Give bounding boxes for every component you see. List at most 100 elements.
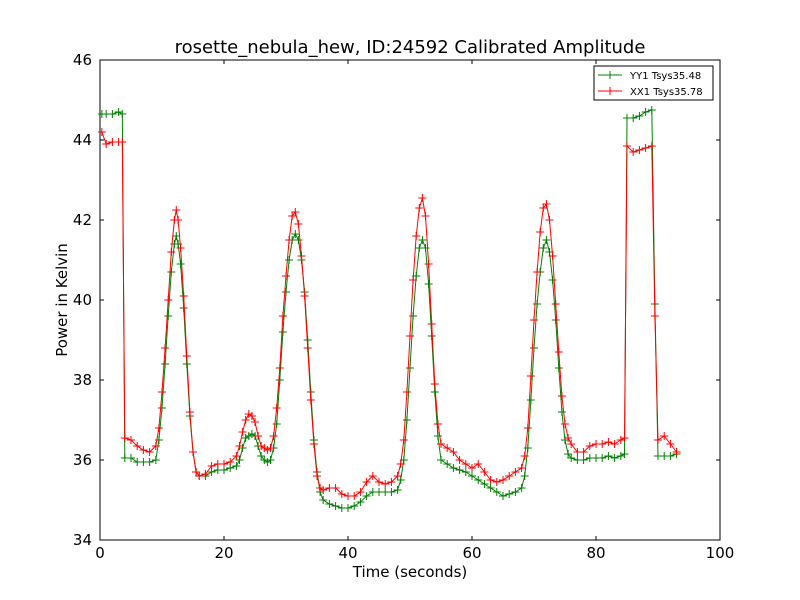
data-point <box>433 432 442 440</box>
data-point <box>220 460 228 468</box>
data-point <box>449 448 458 456</box>
data-point <box>303 344 312 352</box>
data-point <box>505 490 514 498</box>
data-point <box>396 460 405 468</box>
data-point <box>272 404 281 412</box>
data-point <box>282 288 290 296</box>
plot-frame <box>99 59 721 541</box>
data-point <box>393 472 402 480</box>
data-point <box>620 434 629 442</box>
data-point <box>266 444 275 452</box>
legend: YY1 Tsys35.48 XX1 Tsys35.78 <box>593 65 714 101</box>
data-point <box>567 440 576 448</box>
data-point <box>285 256 294 264</box>
y-tick-label: 44 <box>73 131 92 149</box>
data-point <box>585 442 594 450</box>
data-point <box>443 460 452 468</box>
data-point <box>564 434 573 442</box>
data-point <box>666 440 675 448</box>
data-point <box>189 448 197 456</box>
data-point <box>158 404 166 412</box>
data-point <box>350 492 359 500</box>
data-point <box>182 352 191 360</box>
data-point <box>172 232 181 240</box>
data-point <box>174 216 183 224</box>
data-point <box>654 436 662 444</box>
data-point <box>232 452 241 460</box>
data-point <box>455 456 464 464</box>
data-point <box>542 236 551 244</box>
data-point <box>402 416 411 424</box>
data-point <box>641 108 650 116</box>
legend-entry: YY1 Tsys35.48 <box>598 71 701 82</box>
data-point <box>548 252 557 260</box>
data-point <box>402 388 411 396</box>
data-point <box>313 472 321 480</box>
data-point <box>294 220 303 228</box>
data-point <box>635 112 644 120</box>
data-point <box>185 408 194 416</box>
data-point <box>526 372 535 380</box>
data-point <box>151 442 160 450</box>
data-point <box>449 464 458 472</box>
data-point <box>647 106 656 114</box>
data-point <box>331 502 340 510</box>
data-point <box>201 470 210 478</box>
data-point <box>492 478 501 486</box>
data-point <box>520 452 529 460</box>
data-point <box>598 454 607 462</box>
data-point <box>474 460 483 468</box>
data-point <box>468 464 476 472</box>
legend-marker <box>606 87 614 95</box>
data-point <box>399 436 408 444</box>
legend-marker <box>606 71 614 79</box>
data-point <box>102 140 111 148</box>
data-point <box>232 462 241 470</box>
data-point <box>421 244 430 252</box>
data-point <box>412 232 421 240</box>
data-point <box>672 448 681 456</box>
data-point <box>461 460 470 468</box>
data-point <box>616 452 625 460</box>
x-tick-label: 60 <box>462 544 481 562</box>
data-point <box>443 444 452 452</box>
data-point <box>468 472 476 480</box>
x-tick-label: 100 <box>706 544 735 562</box>
data-point <box>179 292 188 300</box>
series-layer <box>97 106 681 512</box>
data-point <box>492 488 501 496</box>
data-point <box>418 236 427 244</box>
data-point <box>238 428 247 436</box>
data-point <box>375 478 383 486</box>
legend-frame <box>593 65 714 101</box>
y-tick-label: 42 <box>73 211 92 229</box>
data-point <box>362 492 371 500</box>
data-point <box>282 272 290 280</box>
data-point <box>278 312 287 320</box>
data-point <box>325 500 334 508</box>
data-point <box>161 360 170 368</box>
data-point <box>616 436 625 444</box>
chart-title: rosette_nebula_hew, ID:24592 Calibrated … <box>175 37 646 58</box>
data-point <box>486 484 495 492</box>
data-point <box>118 110 127 118</box>
data-point <box>406 364 414 372</box>
data-point <box>567 454 576 462</box>
data-point <box>300 292 309 300</box>
data-point <box>272 420 281 428</box>
data-point <box>650 312 659 320</box>
data-point <box>554 364 563 372</box>
data-point <box>424 280 433 288</box>
data-point <box>393 486 402 494</box>
data-point <box>114 108 123 116</box>
data-point <box>172 206 181 214</box>
data-point <box>337 490 346 498</box>
y-axis-label: Power in Kelvin <box>53 243 71 357</box>
data-point <box>511 468 520 476</box>
legend-label: XX1 Tsys35.78 <box>630 87 703 98</box>
y-tick-label: 46 <box>73 51 92 69</box>
data-point <box>118 138 127 146</box>
data-point <box>505 472 514 480</box>
data-point <box>167 268 176 276</box>
